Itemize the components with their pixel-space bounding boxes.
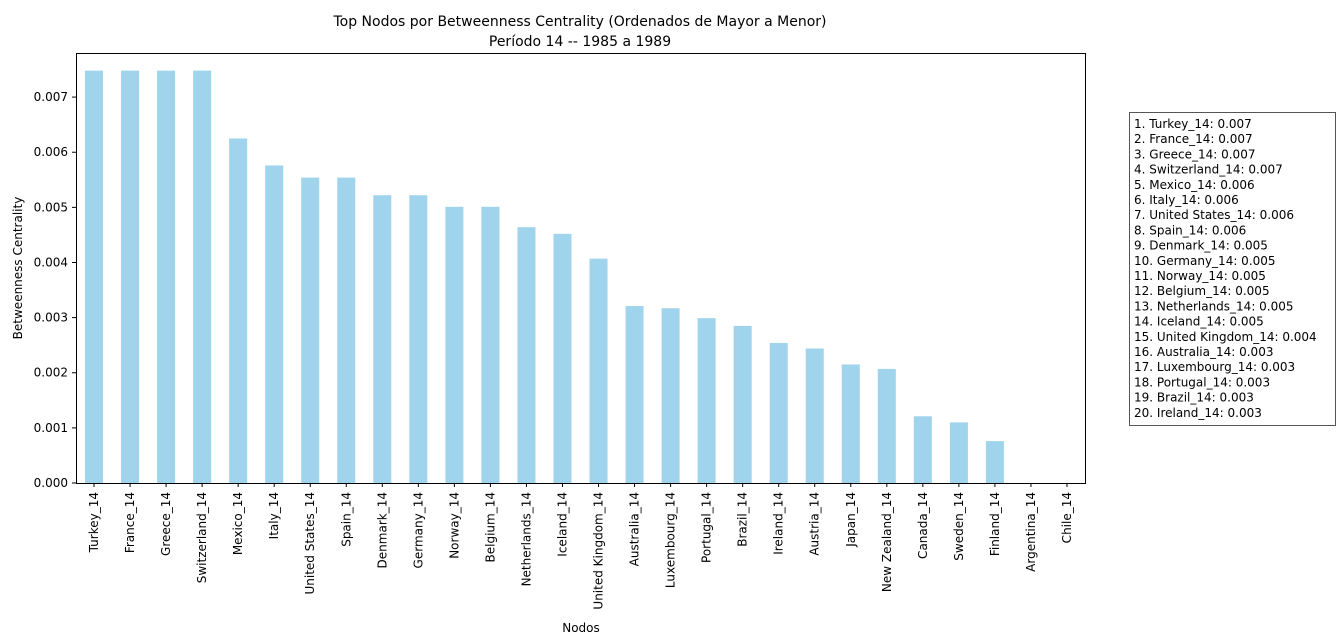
legend-entry: 20. Ireland_14: 0.003 xyxy=(1134,406,1262,420)
bar xyxy=(157,70,176,483)
x-tick-label: Norway_14 xyxy=(447,492,461,559)
bar xyxy=(409,195,428,484)
legend-entry: 12. Belgium_14: 0.005 xyxy=(1134,284,1270,298)
bar xyxy=(877,368,896,483)
bar xyxy=(661,308,680,483)
bar xyxy=(985,441,1004,483)
x-tick-label: Spain_14 xyxy=(339,492,353,547)
y-tick-label: 0.002 xyxy=(34,366,68,380)
y-tick-label: 0.003 xyxy=(34,311,68,325)
bar xyxy=(625,306,644,483)
y-tick-label: 0.000 xyxy=(34,476,68,490)
legend-entry: 9. Denmark_14: 0.005 xyxy=(1134,239,1268,253)
x-tick-label: Australia_14 xyxy=(628,492,642,566)
x-tick-label: Canada_14 xyxy=(916,492,930,559)
bar xyxy=(805,348,824,483)
x-tick-label: Mexico_14 xyxy=(231,492,245,555)
x-axis: Turkey_14 France_14 Greece_14 Switzerland_1… xyxy=(87,483,1074,610)
bar xyxy=(841,364,860,483)
legend-entry: 4. Switzerland_14: 0.007 xyxy=(1134,163,1283,177)
y-tick-label: 0.001 xyxy=(34,421,68,435)
bar xyxy=(517,227,536,483)
legend-entry: 6. Italy_14: 0.006 xyxy=(1134,193,1239,207)
legend-entry: 10. Germany_14: 0.005 xyxy=(1134,254,1276,268)
legend-entry: 14. Iceland_14: 0.005 xyxy=(1134,315,1264,329)
bar xyxy=(301,177,320,483)
legend-entry: 19. Brazil_14: 0.003 xyxy=(1134,391,1254,405)
bar xyxy=(481,206,500,483)
legend-entry: 1. Turkey_14: 0.007 xyxy=(1134,117,1252,131)
bar xyxy=(193,70,212,483)
legend-entry: 3. Greece_14: 0.007 xyxy=(1134,147,1255,161)
legend-entry: 11. Norway_14: 0.005 xyxy=(1134,269,1266,283)
x-tick-label: Netherlands_14 xyxy=(519,492,533,586)
x-tick-label: New Zealand_14 xyxy=(880,492,894,592)
x-tick-label: Sweden_14 xyxy=(952,492,966,561)
y-tick-label: 0.004 xyxy=(34,255,68,269)
legend-entry: 5. Mexico_14: 0.006 xyxy=(1134,178,1255,192)
y-axis-label: Betweenness Centrality xyxy=(11,197,25,340)
bar xyxy=(373,195,392,484)
legend-entry: 17. Luxembourg_14: 0.003 xyxy=(1134,360,1295,374)
bar xyxy=(229,138,248,483)
x-tick-label: Brazil_14 xyxy=(736,492,750,547)
bar xyxy=(697,318,716,483)
legend-box xyxy=(1129,112,1336,426)
bar xyxy=(445,206,464,483)
legend-entry: 7. United States_14: 0.006 xyxy=(1134,208,1294,222)
bar xyxy=(265,165,284,483)
bar xyxy=(121,70,140,483)
x-tick-label: Luxembourg_14 xyxy=(664,492,678,588)
bar xyxy=(733,325,752,483)
plot-frame xyxy=(76,53,1086,484)
legend-entry: 16. Australia_14: 0.003 xyxy=(1134,345,1273,359)
y-tick-label: 0.007 xyxy=(34,90,68,104)
x-tick-label: Denmark_14 xyxy=(375,492,389,568)
legend-entry: 8. Spain_14: 0.006 xyxy=(1134,223,1246,237)
x-tick-label: Germany_14 xyxy=(411,492,425,568)
x-tick-label: Japan_14 xyxy=(844,492,858,548)
legend-entry: 2. France_14: 0.007 xyxy=(1134,132,1253,146)
chart-subtitle: Período 14 -- 1985 a 1989 xyxy=(489,34,671,50)
x-tick-label: Turkey_14 xyxy=(87,492,101,553)
y-tick-label: 0.006 xyxy=(34,145,68,159)
x-tick-label: Finland_14 xyxy=(988,492,1002,556)
legend-entry: 15. United Kingdom_14: 0.004 xyxy=(1134,330,1317,344)
x-tick-label: Switzerland_14 xyxy=(195,492,209,583)
x-tick-label: United Kingdom_14 xyxy=(592,492,606,610)
x-tick-label: Ireland_14 xyxy=(772,492,786,555)
x-tick-label: Belgium_14 xyxy=(483,492,497,562)
y-axis: 0.000 0.001 0.002 0.003 0.004 0.005 0.006 0.007 xyxy=(34,90,76,490)
bar xyxy=(337,177,356,483)
x-tick-label: Austria_14 xyxy=(808,492,822,556)
bar xyxy=(553,233,572,483)
chart-title: Top Nodos por Betweenness Centrality (Or… xyxy=(332,14,826,30)
legend-entry: 13. Netherlands_14: 0.005 xyxy=(1134,299,1294,313)
x-tick-label: Iceland_14 xyxy=(555,492,569,557)
x-axis-label: Nodos xyxy=(562,621,600,635)
bar xyxy=(949,422,968,483)
y-tick-label: 0.005 xyxy=(34,200,68,214)
x-tick-label: Italy_14 xyxy=(267,492,281,539)
bar xyxy=(85,70,104,483)
x-tick-label: Argentina_14 xyxy=(1024,492,1038,572)
x-tick-label: Portugal_14 xyxy=(700,492,714,563)
x-tick-label: France_14 xyxy=(123,492,137,553)
legend-entry: 18. Portugal_14: 0.003 xyxy=(1134,375,1270,389)
bar xyxy=(913,416,932,483)
bar xyxy=(769,342,788,483)
x-tick-label: Chile_14 xyxy=(1060,492,1074,543)
x-tick-label: Greece_14 xyxy=(159,492,173,556)
x-tick-label: United States_14 xyxy=(303,492,317,595)
bar xyxy=(589,258,608,483)
bars-group xyxy=(85,70,1004,484)
